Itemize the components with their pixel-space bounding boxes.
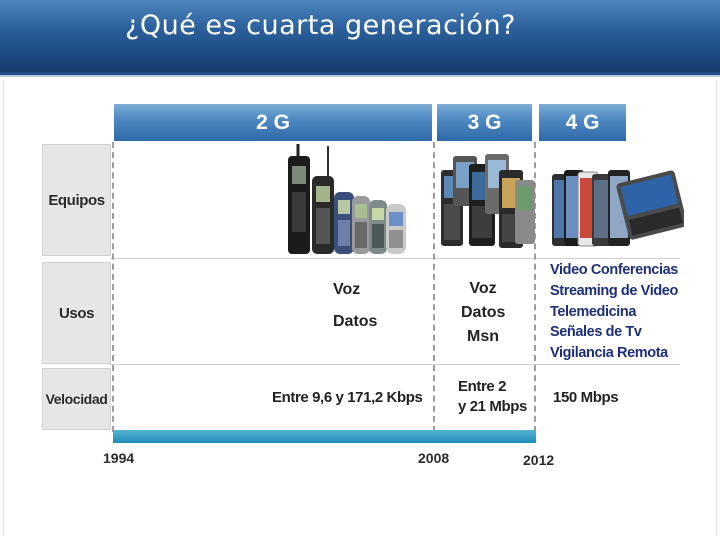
uses-4g: Video Conferencias Streaming de Video Te… <box>550 260 678 364</box>
uses-item: Telemedicina <box>550 303 636 320</box>
2g-phones-image <box>288 144 406 254</box>
speed-line: 150 Mbps <box>553 389 619 406</box>
row-divider <box>110 364 680 365</box>
uses-3g: Voz Datos Msn <box>461 277 505 349</box>
uses-item: Datos <box>333 313 378 330</box>
speed-3g: Entre 2 y 21 Mbps <box>458 377 527 417</box>
generation-2g-bar: 2 G <box>114 104 432 141</box>
generation-4g-bar: 4 G <box>539 104 626 141</box>
year-label: 2012 <box>523 452 555 468</box>
uses-item: Voz <box>333 281 361 298</box>
period-divider <box>433 142 435 432</box>
year-label: 2008 <box>418 450 450 466</box>
uses-item: Voz <box>469 280 497 297</box>
4g-phones-image <box>552 170 684 247</box>
year-label: 1994 <box>103 450 135 466</box>
slide-title: ¿Qué es cuarta generación? <box>125 10 516 41</box>
header-divider <box>0 72 720 75</box>
uses-item: Video Conferencias <box>550 262 678 278</box>
uses-item: Señales de Tv <box>550 324 642 341</box>
title-bar: ¿Qué es cuarta generación? <box>0 0 720 72</box>
period-divider <box>112 142 114 432</box>
speed-line: Entre 2 <box>458 378 507 395</box>
uses-2g: Voz Datos <box>333 277 377 334</box>
speed-4g: 150 Mbps <box>553 388 619 408</box>
speed-2g: Entre 9,6 y 171,2 Kbps <box>272 388 423 408</box>
row-label-usos: Usos <box>42 262 111 364</box>
generation-3g-bar: 3 G <box>437 104 532 141</box>
speed-line: Entre 9,6 y 171,2 Kbps <box>272 389 423 406</box>
content-frame <box>3 80 717 536</box>
uses-item: Msn <box>467 328 499 345</box>
row-label-velocidad: Velocidad <box>42 368 111 430</box>
row-label-equipos: Equipos <box>42 144 111 256</box>
row-divider <box>110 258 680 259</box>
uses-item: Datos <box>461 304 506 321</box>
uses-item: Vigilancia Remota <box>550 345 668 362</box>
3g-phones-image <box>441 154 535 248</box>
timeline-bar <box>113 430 536 443</box>
period-divider <box>534 142 536 432</box>
uses-item: Streaming de Video <box>550 282 678 299</box>
header-divider-light <box>0 75 720 77</box>
speed-line: y 21 Mbps <box>458 398 527 415</box>
